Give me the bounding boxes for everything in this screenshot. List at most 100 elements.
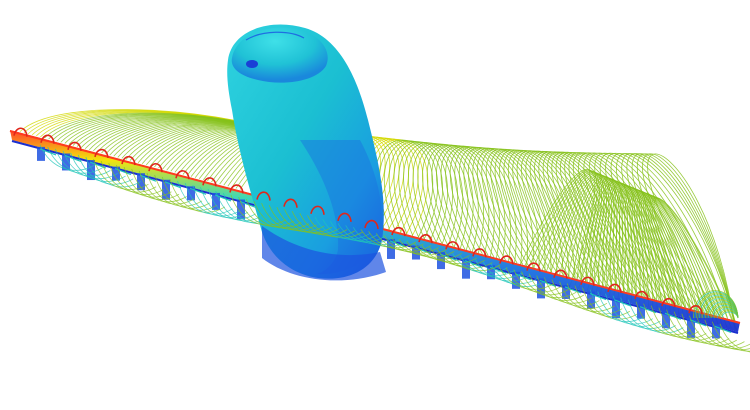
- streamline: [108, 162, 164, 196]
- wing-rib: [237, 199, 245, 220]
- streamline: [566, 283, 623, 315]
- streamline: [689, 315, 745, 348]
- streamline: [666, 309, 722, 343]
- wing-rib: [87, 160, 95, 181]
- streamline: [314, 217, 371, 240]
- wing-strut: [514, 273, 532, 281]
- streamline: [693, 290, 739, 319]
- streamline: [704, 319, 750, 351]
- fuselage-nose: [231, 27, 328, 83]
- streamline: [268, 205, 325, 232]
- vortex-marker: [175, 170, 190, 180]
- wing-rib: [137, 173, 145, 191]
- wing-rib: [212, 192, 220, 210]
- streamline: [696, 317, 750, 349]
- streamline: [383, 235, 440, 254]
- streamline: [169, 178, 226, 213]
- vortex-marker: [67, 141, 82, 151]
- vortex-marker: [526, 262, 541, 272]
- streamline: [329, 221, 386, 243]
- wing-strut: [714, 325, 732, 333]
- streamline: [635, 301, 692, 336]
- wing-rib: [187, 186, 195, 201]
- vortex-marker: [202, 177, 217, 187]
- vortex-marker: [499, 255, 514, 265]
- wing-strut: [689, 319, 707, 327]
- wing-rib: [612, 298, 620, 319]
- streamline: [681, 313, 738, 346]
- streamline: [647, 153, 736, 329]
- streamline: [200, 186, 256, 220]
- streamline: [161, 176, 218, 211]
- vortex-marker: [445, 241, 460, 251]
- vortex-marker: [94, 148, 109, 159]
- streamline: [222, 192, 279, 225]
- vortex-marker: [364, 219, 379, 230]
- wing-rib: [412, 245, 420, 260]
- vortex-marker: [148, 162, 163, 173]
- streamline: [536, 275, 592, 304]
- wing-strut: [164, 181, 182, 189]
- vortex-marker: [553, 269, 568, 279]
- wing-rib: [62, 153, 70, 171]
- streamline: [230, 194, 287, 226]
- vortex-marker: [337, 212, 352, 222]
- streamline: [528, 273, 585, 301]
- streamline: [719, 323, 750, 353]
- streamline: [116, 164, 172, 198]
- streamline: [307, 215, 363, 239]
- streamline: [184, 182, 241, 217]
- streamline: [368, 231, 424, 250]
- streamline: [582, 287, 638, 320]
- wing-rib: [687, 317, 695, 338]
- wing-strut: [664, 312, 682, 320]
- streamline: [207, 188, 264, 222]
- streamline: [574, 285, 631, 317]
- streamline: [650, 305, 707, 340]
- wing-strut: [539, 279, 557, 287]
- streamline: [284, 209, 340, 235]
- streamline: [177, 180, 233, 215]
- streamline: [673, 311, 730, 345]
- streamline: [505, 267, 562, 293]
- vortex-marker: [607, 283, 622, 293]
- wing-strut: [564, 286, 582, 294]
- streamline: [154, 174, 210, 209]
- wing-rib: [37, 146, 45, 161]
- cockpit-window-line: [245, 31, 305, 41]
- wing-rib: [512, 271, 520, 289]
- vortex-marker: [688, 305, 703, 315]
- streamline: [85, 156, 142, 188]
- streamline: [215, 190, 271, 223]
- streamline: [47, 146, 103, 174]
- streamline: [559, 281, 615, 312]
- wing-rib: [112, 166, 120, 181]
- wing-strut: [139, 174, 157, 182]
- wing-root-fairing: [262, 226, 386, 281]
- vortex-marker: [580, 276, 595, 286]
- streamline: [100, 160, 157, 193]
- fuselage: [227, 24, 386, 281]
- streamline: [520, 271, 577, 299]
- streamline: [192, 184, 249, 218]
- streamline: [653, 197, 738, 331]
- streamline: [62, 150, 119, 180]
- streamline: [543, 277, 600, 307]
- vortex-marker: [391, 226, 406, 237]
- wing-rib: [562, 284, 570, 299]
- streamline: [627, 299, 684, 334]
- streamline: [551, 279, 608, 310]
- wing-rib: [637, 304, 645, 319]
- streamline: [54, 148, 111, 177]
- wing-strut: [414, 246, 432, 255]
- streamline: [276, 207, 333, 234]
- wing-rib: [662, 311, 670, 329]
- nose-tip: [246, 60, 258, 68]
- vortex-marker: [310, 205, 325, 215]
- streamline: [643, 303, 699, 338]
- vortex-marker: [229, 184, 244, 194]
- vortex-marker: [634, 290, 649, 301]
- streamline: [70, 152, 126, 182]
- vortex-marker: [121, 155, 136, 166]
